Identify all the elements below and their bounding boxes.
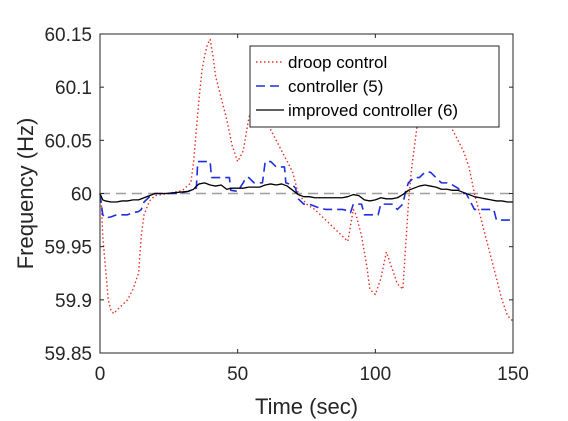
x-tick-label: 100 [359, 364, 391, 385]
x-tick-label: 0 [95, 364, 106, 385]
y-tick-label: 59.95 [44, 238, 92, 259]
x-tick-label: 150 [497, 364, 529, 385]
x-axis-label: Time (sec) [255, 394, 358, 419]
y-tick-label: 60.1 [55, 78, 92, 99]
y-tick-label: 59.85 [44, 344, 92, 365]
y-axis-ticks: 59.85 59.9 59.95 60 60.05 60.1 60.15 [44, 25, 513, 365]
y-tick-label: 60.05 [44, 131, 92, 152]
y-tick-label: 59.9 [55, 291, 92, 312]
legend: droop control controller (5) improved co… [249, 45, 500, 128]
legend-label-droop-control: droop control [288, 53, 387, 72]
x-axis-ticks: 0 50 100 150 [95, 34, 529, 385]
series-line-improved-controller-6 [99, 182, 513, 203]
legend-box [249, 45, 500, 128]
y-axis-label: Frequency (Hz) [13, 118, 38, 270]
series-line-controller-5 [99, 160, 513, 221]
y-tick-label: 60.15 [44, 25, 92, 46]
y-tick-label: 60 [71, 185, 92, 206]
x-tick-label: 50 [227, 364, 248, 385]
legend-label-controller-5: controller (5) [288, 77, 383, 96]
legend-label-improved-controller-6: improved controller (6) [288, 101, 458, 120]
